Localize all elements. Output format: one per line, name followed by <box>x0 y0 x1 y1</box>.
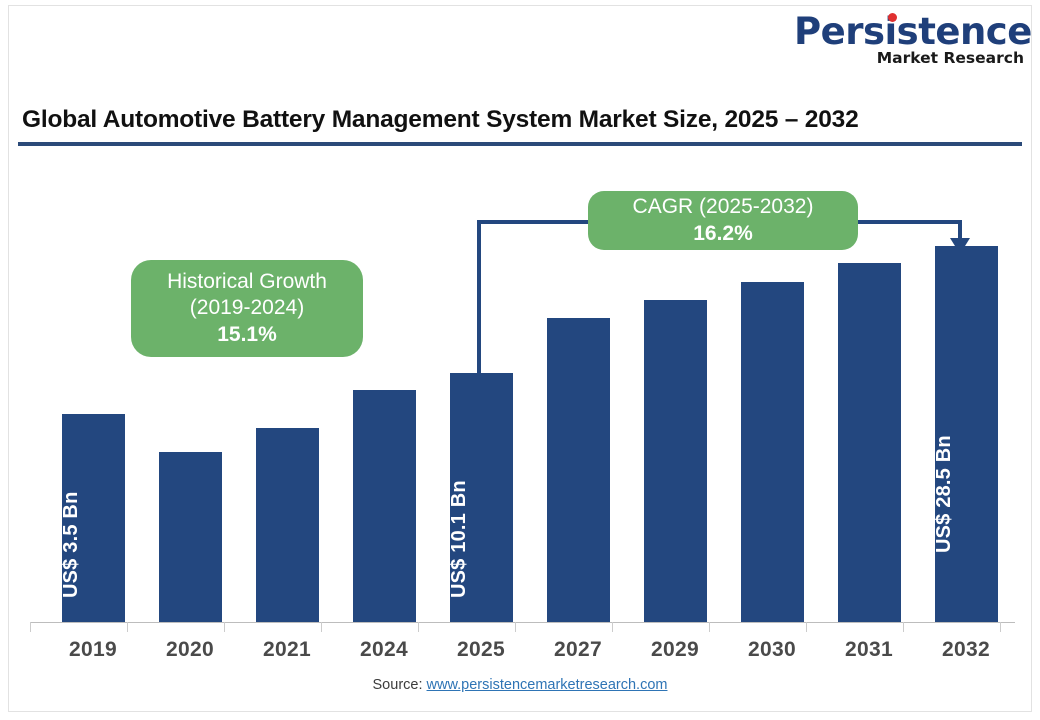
cagr-connector-left-vertical <box>477 220 481 378</box>
bar-2027 <box>547 318 610 622</box>
cagr-value: 16.2% <box>693 222 753 245</box>
x-axis-tick <box>612 622 613 632</box>
cagr-connector-left-horizontal <box>477 220 595 224</box>
x-axis-label-2024: 2024 <box>360 638 408 661</box>
cagr-callout: CAGR (2025-2032) 16.2% <box>588 191 858 250</box>
x-axis-tick <box>806 622 807 632</box>
x-axis-label-2025: 2025 <box>457 638 505 661</box>
x-axis-tick <box>418 622 419 632</box>
bar-2031 <box>838 263 901 622</box>
x-axis-tick <box>515 622 516 632</box>
x-axis-label-2020: 2020 <box>166 638 214 661</box>
title-underline <box>18 142 1022 146</box>
brand-logo-name: Persistence <box>794 10 1032 53</box>
bar-2030 <box>741 282 804 622</box>
cagr-connector-right-horizontal <box>852 220 962 224</box>
bar-2021 <box>256 428 319 622</box>
x-axis-label-2029: 2029 <box>651 638 699 661</box>
brand-logo-tagline: Market Research <box>876 49 1024 67</box>
page-title: Global Automotive Battery Management Sys… <box>22 106 859 133</box>
x-axis-tick <box>321 622 322 632</box>
brand-logo: Persistence Market Research <box>794 12 1032 70</box>
bar-2019 <box>62 414 125 622</box>
cagr-connector-right-vertical <box>958 220 962 240</box>
bar-value-label-2032: US$ 28.5 Bn <box>933 435 955 553</box>
brand-logo-wordmark: Persistence <box>794 12 1032 52</box>
x-axis-label-2031: 2031 <box>845 638 893 661</box>
brand-logo-dot-icon <box>888 13 897 22</box>
x-axis-label-2019: 2019 <box>69 638 117 661</box>
cagr-line1: CAGR (2025-2032) <box>632 195 814 218</box>
x-axis-tick <box>224 622 225 632</box>
bar-2020 <box>159 452 222 622</box>
bar-2029 <box>644 300 707 622</box>
x-axis-tick <box>1000 622 1001 632</box>
source-label: Source: <box>372 677 423 693</box>
source-link[interactable]: www.persistencemarketresearch.com <box>426 677 668 693</box>
historical-growth-value: 15.1% <box>217 323 277 346</box>
historical-growth-callout: Historical Growth (2019-2024) 15.1% <box>131 260 363 357</box>
bar-2032 <box>935 246 998 622</box>
historical-growth-line2: (2019-2024) <box>189 296 305 319</box>
bar-value-label-2025: US$ 10.1 Bn <box>448 480 470 598</box>
historical-growth-line1: Historical Growth <box>167 270 327 293</box>
x-axis-tick <box>903 622 904 632</box>
x-axis-label-2027: 2027 <box>554 638 602 661</box>
x-axis-label-2030: 2030 <box>748 638 796 661</box>
cagr-arrow-icon <box>950 238 970 254</box>
x-axis-label-2021: 2021 <box>263 638 311 661</box>
bar-value-label-2019: US$ 3.5 Bn <box>60 491 82 598</box>
bar-2025 <box>450 373 513 622</box>
bar-2024 <box>353 390 416 622</box>
x-axis-line <box>30 622 1015 623</box>
x-axis-label-2032: 2032 <box>942 638 990 661</box>
x-axis-tick <box>30 622 31 632</box>
x-axis-tick <box>127 622 128 632</box>
x-axis-tick <box>709 622 710 632</box>
source-footer: Source: www.persistencemarketresearch.co… <box>0 677 1040 693</box>
